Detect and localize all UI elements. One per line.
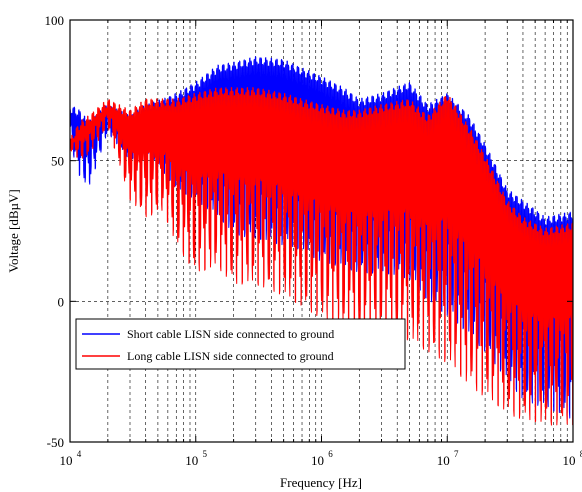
y-axis-label: Voltage [dBµV]	[6, 189, 21, 272]
y-tick-label: 100	[45, 13, 65, 28]
x-tick-label-exponent: 5	[203, 449, 208, 459]
y-tick-label: 0	[58, 294, 65, 309]
legend-label-long-cable: Long cable LISN side connected to ground	[127, 349, 334, 363]
x-tick-label-exponent: 4	[77, 449, 82, 459]
x-tick-label: 10	[563, 453, 576, 468]
x-tick-label: 10	[185, 453, 198, 468]
x-tick-label-exponent: 6	[328, 449, 333, 459]
y-tick-label: 50	[51, 154, 64, 169]
y-tick-labels: 100 50 0 -50	[45, 13, 65, 450]
axis-ticks	[69, 19, 573, 443]
x-tick-labels: 10 4 10 5 10 6 10 7 10 8	[60, 449, 582, 468]
x-tick-label: 10	[60, 453, 73, 468]
x-tick-label-exponent: 7	[454, 449, 459, 459]
legend-label-short-cable: Short cable LISN side connected to groun…	[127, 327, 334, 341]
y-tick-label: -50	[47, 435, 64, 450]
x-tick-label-exponent: 8	[580, 449, 582, 459]
x-tick-label: 10	[311, 453, 324, 468]
x-axis-label: Frequency [Hz]	[280, 475, 362, 490]
series-line-long-cable	[69, 87, 574, 426]
legend-box	[75, 318, 406, 370]
legend: Short cable LISN side connected to groun…	[75, 318, 406, 370]
x-tick-label: 10	[437, 453, 450, 468]
series-layer	[69, 56, 574, 426]
